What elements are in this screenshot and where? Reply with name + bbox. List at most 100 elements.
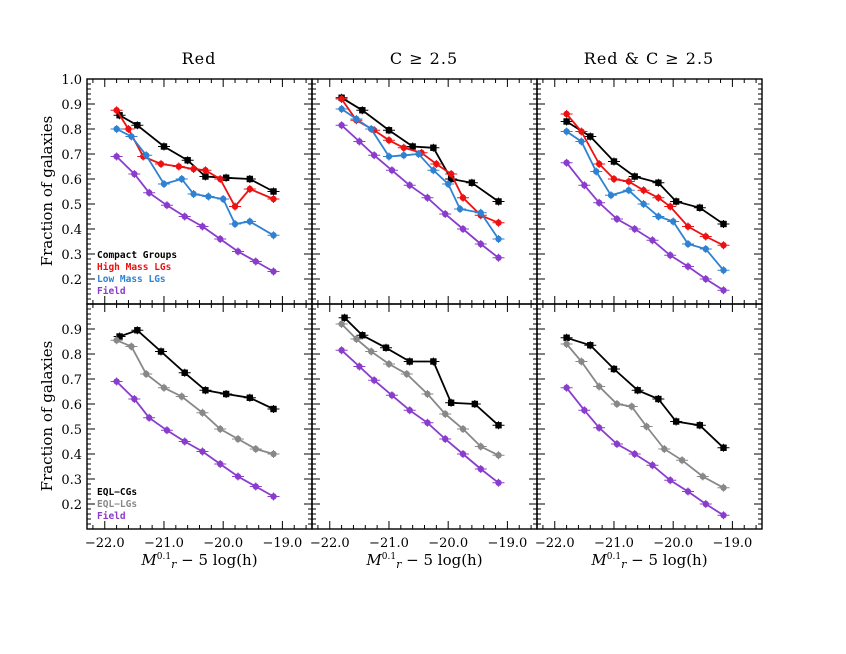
data-point — [495, 422, 502, 429]
panel-grid: 0.2 0.3 0.4 0.5 0.6 0.7 0.8 0.9 1.0 Compact Group… — [61, 73, 763, 551]
data-point — [477, 443, 484, 450]
series-line — [565, 162, 724, 292]
data-point — [595, 424, 603, 431]
data-point — [353, 115, 360, 123]
data-point — [246, 185, 254, 193]
data-point — [217, 235, 224, 243]
data-point — [143, 152, 150, 159]
data-point — [424, 419, 431, 426]
series-field — [560, 383, 730, 520]
data-point — [160, 180, 168, 188]
y-axis-titles: Fraction of galaxies Fraction of galaxie… — [38, 116, 56, 492]
data-point — [128, 343, 135, 350]
series-compact-groups — [335, 93, 505, 206]
series-high-mass-lgs — [335, 95, 505, 227]
data-point — [563, 110, 570, 118]
series-line — [340, 98, 499, 224]
data-point — [667, 252, 674, 259]
data-point — [252, 445, 259, 453]
data-point — [595, 199, 603, 206]
y-tick-label: 0.8 — [61, 348, 82, 363]
data-point — [217, 460, 224, 468]
data-point — [131, 395, 138, 403]
y-tick-label: 0.7 — [61, 148, 82, 163]
data-point — [459, 425, 467, 433]
data-point — [495, 198, 502, 205]
data-point — [113, 337, 120, 344]
series-line — [341, 96, 500, 203]
column-titles: Red C ≥ 2.5 Red & C ≥ 2.5 — [182, 49, 714, 68]
data-point — [202, 387, 209, 394]
series-line — [341, 108, 500, 240]
x-tick-label: −19.0 — [262, 536, 302, 551]
data-point — [610, 365, 618, 373]
series-line — [340, 323, 499, 457]
x-tick-label: −20.0 — [653, 536, 693, 551]
data-point — [459, 194, 467, 201]
panel-top-right — [536, 78, 763, 305]
y-tick-label: 0.9 — [61, 323, 82, 338]
data-point — [270, 405, 277, 413]
data-point — [113, 378, 120, 385]
data-point — [495, 479, 502, 486]
data-point — [406, 358, 413, 365]
data-point — [415, 150, 422, 158]
data-point — [270, 188, 277, 195]
data-point — [190, 165, 197, 173]
data-point — [341, 314, 348, 321]
data-point — [720, 267, 727, 274]
data-point — [702, 245, 709, 253]
data-point — [593, 168, 600, 175]
data-point — [181, 438, 188, 445]
panel-bottom-right: −22.0 −21.0 −20.0 −19.0 — [535, 303, 763, 551]
data-point — [613, 440, 621, 448]
data-point — [246, 218, 254, 225]
series-line — [119, 329, 274, 410]
legend-entry: Compact Groups — [97, 250, 177, 261]
data-point — [125, 125, 132, 133]
data-point — [477, 209, 484, 216]
y-tick-label: 0.8 — [61, 123, 82, 138]
series-eql-cgs — [113, 326, 280, 413]
data-point — [563, 384, 570, 391]
data-point — [234, 435, 242, 443]
data-point — [202, 173, 209, 180]
data-point — [459, 225, 467, 233]
data-point — [385, 137, 393, 144]
data-point — [702, 233, 709, 240]
data-point — [649, 237, 656, 244]
series-eql-lgs — [110, 336, 280, 458]
data-point — [178, 393, 185, 400]
x-tick-label: −21.0 — [144, 536, 184, 551]
data-point — [655, 395, 662, 403]
data-point — [143, 370, 150, 378]
data-point — [222, 174, 230, 181]
data-point — [696, 204, 704, 211]
x-axis-title: M0.1r − 5 log(h) — [590, 551, 707, 571]
data-point — [113, 153, 120, 160]
legend-entry: Field — [97, 511, 126, 522]
data-point — [234, 248, 242, 255]
data-point — [128, 133, 135, 140]
y-tick-label: 0.9 — [61, 98, 82, 113]
data-point — [661, 445, 668, 453]
data-point — [202, 167, 209, 174]
data-point — [368, 348, 375, 355]
column-title-red: Red — [182, 49, 217, 68]
data-point — [720, 484, 727, 491]
data-point — [595, 383, 603, 390]
data-point — [684, 488, 692, 495]
data-point — [447, 175, 455, 183]
data-point — [359, 332, 366, 339]
data-point — [447, 170, 455, 178]
data-point — [134, 327, 141, 334]
x-tick-label: −21.0 — [369, 536, 409, 551]
y-tick-label: 0.3 — [61, 248, 82, 263]
data-point — [252, 258, 259, 265]
data-point — [563, 159, 570, 166]
data-point — [385, 127, 393, 134]
data-point — [388, 392, 396, 399]
x-tick-label: −19.0 — [487, 536, 527, 551]
data-point — [720, 287, 727, 294]
